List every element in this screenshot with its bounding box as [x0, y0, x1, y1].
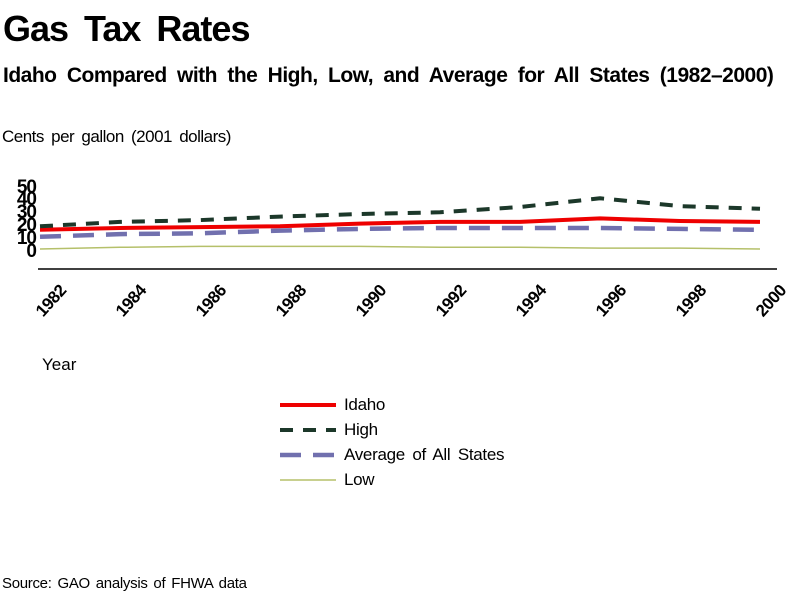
y-axis-tick-label: 40: [16, 189, 37, 210]
legend-swatch-high: [280, 427, 336, 432]
source-note: Source: GAO analysis of FHWA data: [2, 575, 247, 592]
legend-item: Average of All States: [280, 442, 505, 467]
y-axis-tick-label: 30: [16, 202, 37, 223]
x-axis-title: Year: [42, 355, 77, 374]
chart-subtitle: Idaho Compared with the High, Low, and A…: [3, 64, 774, 87]
y-axis-tick-label: 20: [16, 215, 37, 236]
legend-label: Idaho: [344, 394, 386, 414]
chart-canvas: [38, 196, 777, 270]
legend-label: High: [344, 419, 378, 439]
page-title: Gas Tax Rates: [3, 8, 250, 49]
y-axis-tick-label: 50: [16, 177, 37, 198]
legend-swatch-average-of-all-states: [280, 452, 336, 457]
legend-label: Average of All States: [344, 444, 505, 464]
legend: Idaho High Average of All States Low: [280, 392, 505, 492]
legend-label: Low: [344, 469, 375, 489]
series-line-idaho: [39, 216, 761, 232]
legend-swatch-idaho: [280, 402, 336, 407]
y-axis-tick-label: 10: [16, 228, 37, 249]
series-line-average-of-all-states: [39, 225, 761, 240]
legend-item: Low: [280, 467, 504, 492]
legend-item: Idaho: [280, 392, 504, 417]
series-line-low: [39, 245, 761, 250]
legend-item: High: [280, 417, 504, 442]
y-axis-tick-label: 0: [26, 241, 37, 262]
y-axis-unit-label: Cents per gallon (2001 dollars): [2, 127, 231, 146]
legend-swatch-low: [280, 478, 336, 481]
series-line-high: [39, 196, 761, 229]
